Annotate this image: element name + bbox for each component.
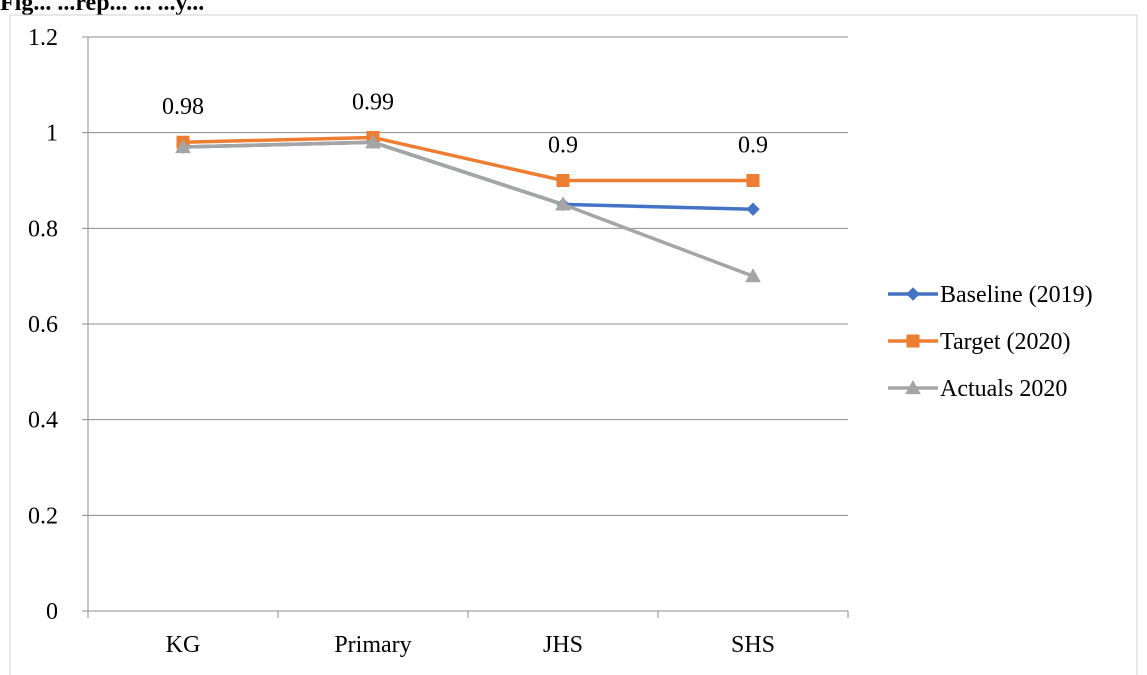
series-square <box>176 130 760 187</box>
data-label: 0.9 <box>548 133 578 159</box>
legend-marker-triangle <box>905 379 921 395</box>
y-tick-label: 1.2 <box>28 25 58 51</box>
data-label: 0.99 <box>352 89 394 115</box>
legend: Baseline (2019) Target (2020) Actuals 2020 <box>888 282 1093 402</box>
data-point-square <box>556 174 570 187</box>
y-tick-label: 0.8 <box>28 216 58 242</box>
legend-label: Target (2020) <box>940 329 1071 355</box>
legend-marker-square <box>906 334 920 348</box>
y-tick-label: 1 <box>46 121 58 147</box>
series-line <box>181 135 755 183</box>
y-tick-label: 0.6 <box>28 312 58 338</box>
data-label: 0.9 <box>738 133 768 159</box>
data-point-triangle <box>175 138 191 154</box>
series-line <box>181 140 755 278</box>
data-labels: 0.98 0.99 0.9 0.9 <box>162 89 768 158</box>
data-label: 0.98 <box>162 94 204 120</box>
legend-label: Actuals 2020 <box>940 376 1067 402</box>
series-line <box>181 140 755 211</box>
data-point-triangle <box>365 134 381 149</box>
figure-caption: Fig... ...rep... ... ...y... <box>0 0 205 16</box>
gridlines <box>88 36 848 516</box>
y-tick-label: 0 <box>46 599 58 625</box>
series-triangle <box>175 134 761 283</box>
data-point-diamond <box>746 202 760 216</box>
y-tick-label: 0.4 <box>28 408 58 434</box>
data-point-square <box>746 174 760 187</box>
x-tick-label: KG <box>166 632 201 658</box>
data-point-triangle <box>555 196 571 211</box>
legend-entry: Actuals 2020 <box>888 376 1067 402</box>
series-diamond <box>176 135 760 216</box>
axes: 0 0.2 0.4 0.6 0.8 1 1.2 KG Primary JHS SHS <box>28 25 849 658</box>
x-tick-label: SHS <box>731 632 775 658</box>
legend-marker-diamond <box>906 287 920 301</box>
x-tick-label: JHS <box>543 632 583 658</box>
data-point-triangle <box>745 268 761 283</box>
y-tick-label: 0.2 <box>28 503 58 529</box>
series-lines <box>175 130 761 283</box>
legend-label: Baseline (2019) <box>940 282 1093 308</box>
legend-entry: Target (2020) <box>888 329 1071 355</box>
chart-frame <box>9 14 1138 675</box>
legend-entry: Baseline (2019) <box>888 282 1093 308</box>
x-tick-label: Primary <box>334 632 411 658</box>
